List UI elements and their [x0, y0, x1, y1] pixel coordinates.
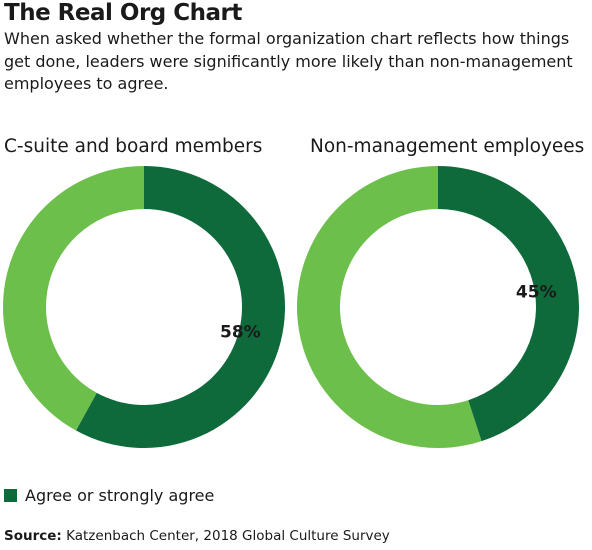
donut-chart-c-suite: 58% [3, 166, 286, 448]
donut-segment-other-non-management [296, 166, 482, 448]
source-note: Source: Katzenbach Center, 2018 Global C… [4, 528, 390, 544]
donut-segment-agree-non-management [438, 166, 579, 442]
source-text: Katzenbach Center, 2018 Global Culture S… [66, 528, 390, 544]
page-subtitle: When asked whether the formal organizati… [4, 29, 573, 93]
chart-title-non-management: Non-management employees [310, 136, 585, 157]
donut-chart-non-management: 45% [296, 166, 579, 448]
page-title: The Real Org Chart [4, 0, 242, 26]
data-label-agree-non-management: 45% [516, 282, 557, 302]
donut-segment-other-c-suite [3, 166, 144, 431]
chart-title-c-suite: C-suite and board members [4, 136, 263, 157]
source-label: Source: [4, 528, 62, 544]
legend-swatch-agree [4, 489, 17, 502]
legend-label-agree: Agree or strongly agree [25, 486, 215, 505]
data-label-agree-c-suite: 58% [220, 323, 261, 343]
donut-segment-agree-c-suite [76, 166, 286, 448]
legend: Agree or strongly agree [4, 486, 214, 505]
